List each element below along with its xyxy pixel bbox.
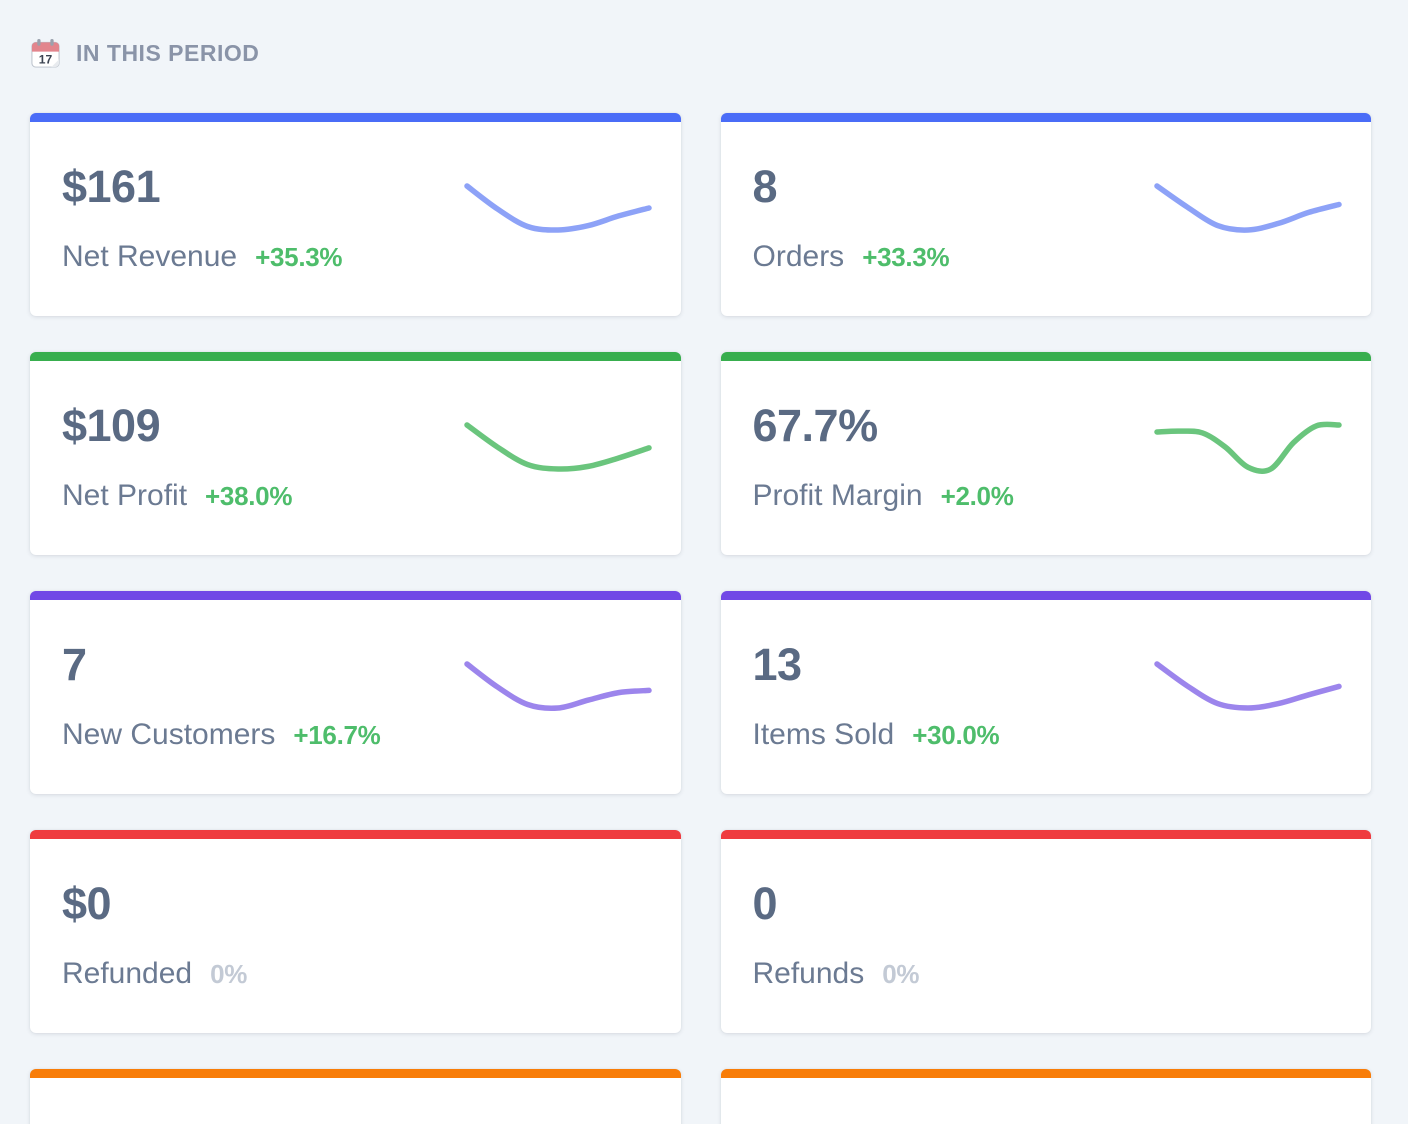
metric-delta: +2.0%: [940, 481, 1014, 511]
metric-label: Net Revenue: [62, 240, 238, 273]
metric-card-partial-left: [30, 1069, 681, 1124]
metric-delta: +38.0%: [205, 481, 293, 511]
metric-label: Refunds: [752, 957, 865, 990]
metric-value: 13: [752, 639, 803, 690]
page-title: IN THIS PERIOD: [76, 40, 260, 66]
sparkline-chart: [463, 422, 652, 472]
calendar-icon: 17: [31, 38, 60, 68]
metric-label: Items Sold: [752, 718, 895, 751]
metric-delta: +35.3%: [255, 242, 343, 272]
metric-value: 67.7%: [752, 400, 879, 451]
metric-card-orders: 8 Orders +33.3%: [720, 113, 1371, 316]
metric-card-refunded: $0 Refunded 0%: [30, 830, 681, 1033]
metric-delta: +16.7%: [293, 720, 381, 750]
metric-card-profit-margin: 67.7% Profit Margin +2.0%: [720, 352, 1371, 555]
sparkline-chart: [463, 183, 652, 233]
metric-value: 0: [752, 878, 778, 929]
metric-delta: +30.0%: [912, 720, 1000, 750]
metric-card-net-profit: $109 Net Profit +38.0%: [30, 352, 681, 555]
sparkline-chart: [1154, 183, 1342, 233]
sparkline-chart: [1154, 421, 1342, 474]
metric-delta: 0%: [210, 959, 248, 989]
metric-delta: 0%: [882, 959, 920, 989]
metric-label: New Customers: [62, 718, 276, 751]
metric-value: $109: [62, 400, 161, 451]
metric-value: $0: [62, 878, 112, 929]
metric-delta: +33.3%: [862, 242, 950, 272]
metric-card-new-customers: 7 New Customers +16.7%: [30, 591, 681, 794]
metric-value: 7: [62, 639, 87, 690]
metric-card-refunds: 0 Refunds 0%: [720, 830, 1371, 1033]
metric-label: Refunded: [62, 957, 193, 990]
svg-text:17: 17: [39, 53, 53, 67]
metric-value: 8: [752, 161, 778, 212]
metric-card-net-revenue: $161 Net Revenue +35.3%: [30, 113, 681, 316]
period-header: 17 IN THIS PERIOD: [30, 38, 1408, 69]
sparkline-chart: [1154, 661, 1342, 711]
sparkline-chart: [463, 661, 652, 712]
metric-cards-grid: $161 Net Revenue +35.3% 8 Orders +33.3% …: [30, 113, 1371, 1124]
metric-label: Orders: [752, 240, 845, 273]
metric-card-items-sold: 13 Items Sold +30.0%: [720, 591, 1371, 794]
metric-label: Profit Margin: [752, 479, 923, 512]
metric-value: $161: [62, 161, 161, 212]
metric-card-partial-right: [720, 1069, 1371, 1124]
metric-label: Net Profit: [62, 479, 188, 512]
